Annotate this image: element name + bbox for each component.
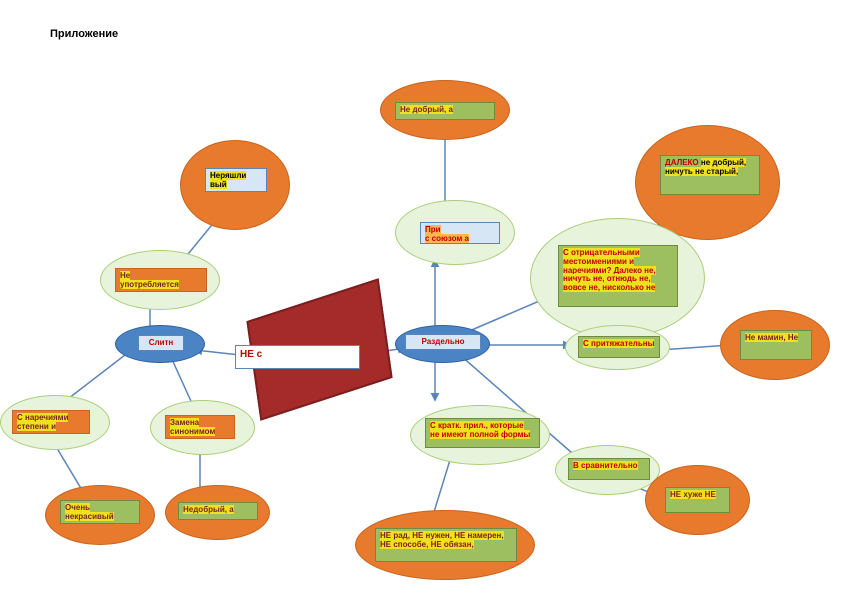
neryash-box: Неряшли вый	[205, 168, 267, 192]
nedobry-box: Недобрый, а	[178, 502, 258, 520]
ne-upotr-box: Неупотребляется	[115, 268, 207, 292]
sravn-box: В сравнительно	[568, 458, 650, 480]
diagram-stage: Приложение	[0, 0, 842, 595]
ochen-box: Очень некрасивый	[60, 500, 140, 524]
zamena-box: Замена синонимом	[165, 415, 235, 439]
narech-box: С наречиями степени и	[12, 410, 90, 434]
ne-rad-box: НЕ рад, НЕ нужен, НЕ намерен, НЕ способе…	[375, 528, 517, 562]
page-title: Приложение	[50, 28, 118, 40]
ne-huzhe-box: НЕ хуже НЕ	[665, 487, 730, 513]
ne-mamin-box: Не мамин, Не	[740, 330, 812, 360]
daleko-box: ДАЛЕКО не добрый, ничуть не старый,	[660, 155, 760, 195]
top-example-box: Не добрый, а	[395, 102, 495, 120]
kratk-box: С кратк. прил., которые не имеют полной …	[425, 418, 540, 448]
slitn-box: Слитн	[138, 335, 184, 351]
pri-soyuz-box: Прис союзом а	[420, 222, 500, 244]
pritya-box: С притяжательны	[578, 336, 660, 358]
center-box: НЕ с	[235, 345, 360, 369]
otric-box: С отрицательными местоимениями и наречия…	[558, 245, 678, 307]
razdelno-box: Раздельно	[405, 334, 481, 350]
